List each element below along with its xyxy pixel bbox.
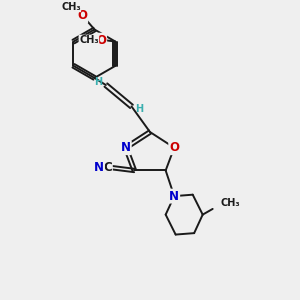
Text: O: O	[169, 141, 179, 154]
Text: C: C	[103, 161, 112, 174]
Text: CH₃: CH₃	[220, 198, 240, 208]
Text: H: H	[94, 77, 102, 87]
Text: O: O	[96, 34, 106, 47]
Text: N: N	[94, 161, 104, 174]
Text: CH₃: CH₃	[61, 2, 81, 12]
Text: N: N	[169, 190, 179, 202]
Text: N: N	[121, 141, 131, 154]
Text: CH₃: CH₃	[79, 35, 99, 45]
Text: H: H	[135, 104, 143, 114]
Text: O: O	[77, 9, 87, 22]
